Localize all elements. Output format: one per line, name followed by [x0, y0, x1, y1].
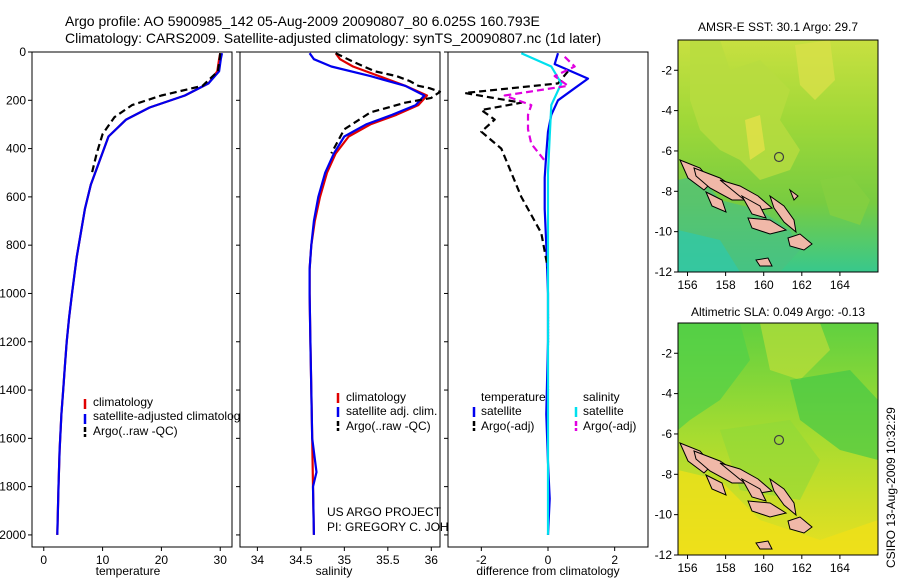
series-satellite-adj-clim [308, 52, 426, 535]
map-x-tick-label: 156 [678, 561, 698, 575]
series-salinity-satellite [520, 52, 563, 535]
map-x-tick-label: 158 [716, 561, 736, 575]
temperature-legend: climatology satellite-adjusted climatolo… [83, 395, 246, 438]
map-y-tick-label: -8 [661, 467, 672, 481]
map-x-tick-label: 160 [754, 561, 774, 575]
y-tick-label: 1800 [0, 480, 26, 494]
pi-note: PI: GREGORY C. JOHNSON [327, 520, 483, 534]
temperature-x-label: temperature [96, 564, 161, 578]
map-x-tick-label: 164 [830, 561, 850, 575]
credit-stamp: CSIRO 13-Aug-2009 10:32:29 [884, 407, 898, 568]
sst-map-field [678, 40, 878, 272]
map-y-tick-label: -6 [661, 144, 672, 158]
sla-map-title: Altimetric SLA: 0.049 Argo: -0.13 [691, 305, 865, 319]
figure-title-line-2: Climatology: CARS2009. Satellite-adjuste… [65, 30, 601, 46]
map-y-tick-label: -10 [655, 508, 673, 522]
x-tick-label: 2 [611, 553, 618, 567]
salinity-legend: climatology satellite adj. clim. Argo(..… [336, 390, 437, 433]
y-tick-label: 400 [6, 142, 26, 156]
sla-map-field [678, 323, 878, 555]
x-tick-label: 20 [155, 553, 169, 567]
sla-map-frame [677, 322, 879, 556]
map-y-tick-label: -2 [661, 63, 672, 77]
map-y-tick-label: -10 [655, 225, 673, 239]
sst-map-frame [677, 39, 879, 273]
x-tick-label: 30 [214, 553, 228, 567]
figure-title-line-1: Argo profile: AO 5900985_142 05-Aug-2009… [65, 13, 540, 29]
map-y-tick-label: -4 [661, 387, 672, 401]
legend-satellite-label: satellite adj. clim. [346, 404, 437, 418]
y-tick-label: 1000 [0, 286, 26, 300]
legend-temperature-argo: Argo(-adj) [481, 419, 534, 433]
y-tick-label: 2000 [0, 528, 26, 542]
map-x-tick-label: 162 [792, 561, 812, 575]
y-tick-label: 200 [6, 93, 26, 107]
legend-climatology-label: climatology [93, 395, 153, 409]
legend-salinity-title: salinity [583, 390, 620, 404]
legend-temperature-satellite: satellite [481, 404, 522, 418]
map-x-tick-label: 164 [830, 278, 850, 292]
legend-satellite-label: satellite-adjusted climatology [93, 409, 246, 423]
sst-map-title: AMSR-E SST: 30.1 Argo: 29.7 [698, 20, 858, 34]
x-tick-label: -2 [476, 553, 487, 567]
difference-legend: temperature salinity satellite Argo(-adj… [472, 390, 636, 433]
legend-temperature-title: temperature [481, 390, 546, 404]
x-tick-label: 0 [545, 553, 552, 567]
x-tick-label: 35.5 [376, 553, 400, 567]
map-x-tick-label: 158 [716, 278, 736, 292]
x-tick-label: 34 [251, 553, 265, 567]
legend-argo-label: Argo(..raw -QC) [93, 424, 178, 438]
x-tick-label: 0 [40, 553, 47, 567]
map-x-tick-label: 156 [678, 278, 698, 292]
y-tick-label: 1200 [0, 335, 26, 349]
y-tick-label: 600 [6, 190, 26, 204]
salinity-panel: 34 34.5 35 35.5 36 salinity climatology sate… [236, 51, 483, 578]
series-satellite-adjusted-climatology [56, 52, 224, 535]
y-tick-label: 1600 [0, 431, 26, 445]
legend-salinity-argo: Argo(-adj) [583, 419, 636, 433]
series-temperature-satellite [543, 52, 590, 535]
x-tick-label: 34.5 [289, 553, 313, 567]
y-tick-label: 0 [19, 45, 26, 59]
map-y-tick-label: -12 [655, 265, 673, 279]
project-note: US ARGO PROJECT [327, 505, 442, 519]
salinity-x-label: salinity [316, 564, 353, 578]
y-tick-label: 1400 [0, 383, 26, 397]
salinity-plot-frame [239, 51, 441, 548]
legend-salinity-satellite: satellite [583, 404, 624, 418]
series-temperature-argo-adj [463, 70, 569, 270]
map-y-tick-label: -4 [661, 104, 672, 118]
map-y-tick-label: -6 [661, 427, 672, 441]
legend-climatology-label: climatology [346, 390, 406, 404]
y-tick-label: 800 [6, 238, 26, 252]
temperature-panel: 0 10 20 30 0 200 400 600 800 1000 1200 1400 1600 1800… [0, 45, 246, 578]
x-tick-label: 36 [425, 553, 439, 567]
series-argo-raw-qc [330, 52, 442, 154]
map-y-tick-label: -12 [655, 548, 673, 562]
map-x-tick-label: 160 [754, 278, 774, 292]
difference-panel: -2 0 2 difference from climatology tempera… [444, 51, 649, 578]
sst-map-panel: AMSR-E SST: 30.1 Argo: 29.7 [655, 20, 879, 292]
temperature-plot-frame [31, 51, 233, 548]
x-tick-label: 35 [338, 553, 352, 567]
map-x-tick-label: 162 [792, 278, 812, 292]
legend-argo-label: Argo(..raw -QC) [346, 419, 431, 433]
series-salinity-argo-adj [503, 56, 576, 162]
map-y-tick-label: -2 [661, 346, 672, 360]
difference-x-label: difference from climatology [476, 564, 619, 578]
x-tick-label: 10 [96, 553, 110, 567]
series-argo-raw-qc [90, 53, 222, 173]
sla-map-panel: Altimetric SLA: 0.049 Argo: -0.13 156 [655, 305, 879, 575]
map-y-tick-label: -8 [661, 184, 672, 198]
